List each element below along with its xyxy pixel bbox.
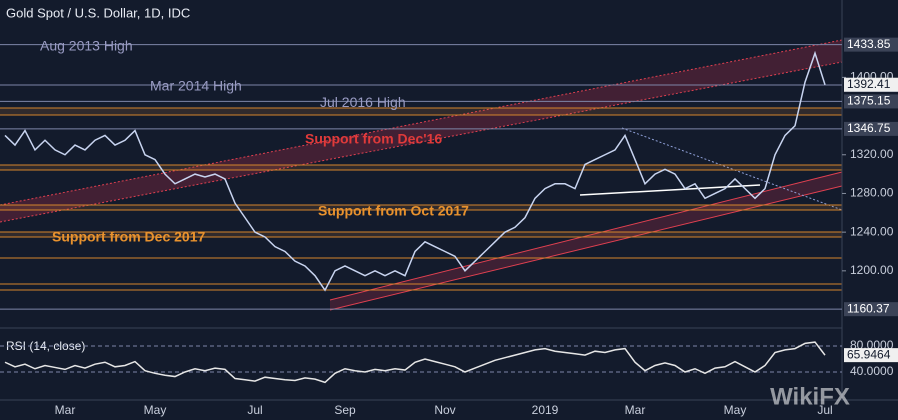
current-price: 1392.41 (847, 77, 891, 91)
channel-band (330, 172, 842, 310)
support-band (0, 165, 842, 170)
x-tick-label: Jul (817, 403, 832, 417)
x-tick-label: May (144, 403, 167, 417)
x-tick-label: Jul (247, 403, 262, 417)
annotation: Support from Dec'16 (305, 131, 442, 147)
y-tick-label: 1280.00 (850, 186, 894, 200)
level-label: Jul 2016 High (320, 94, 406, 110)
support-zones (0, 107, 842, 291)
support-band (0, 205, 842, 210)
x-tick-label: May (724, 403, 747, 417)
channel-edge (0, 39, 843, 206)
y-tick-label: 1200.00 (850, 263, 894, 277)
trend-line (579, 184, 761, 196)
price-line (4, 50, 826, 292)
support-band (0, 232, 842, 237)
chart-title: Gold Spot / U.S. Dollar, 1D, IDC (6, 5, 190, 20)
level-box (844, 121, 898, 136)
level-label: Mar 2014 High (150, 78, 242, 94)
level-box (844, 37, 898, 52)
level-box (844, 94, 898, 109)
level-box (844, 302, 898, 317)
current-rsi: 65.9464 (847, 347, 891, 361)
y-tick-label: 1240.00 (850, 224, 894, 238)
support-band (0, 108, 842, 115)
price-box (844, 77, 898, 92)
price-line (4, 341, 826, 384)
level-value: 1433.85 (847, 37, 891, 51)
level-value: 1346.75 (847, 121, 891, 135)
x-tick-label: Sep (334, 403, 356, 417)
level-value: 1160.37 (847, 301, 890, 315)
watermark: WikiFX (770, 383, 850, 410)
x-tick-label: Mar (625, 403, 646, 417)
level-value: 1375.15 (847, 94, 891, 108)
x-tick-label: Mar (55, 403, 76, 417)
x-tick-label: 2019 (532, 403, 559, 417)
annotation: Support from Oct 2017 (318, 203, 469, 219)
y-tick-label: 40.0000 (850, 364, 894, 378)
trend-line (329, 171, 843, 301)
x-tick-label: Nov (434, 403, 455, 417)
y-tick-label: 1320.00 (850, 147, 894, 161)
rsi-box (844, 348, 898, 363)
trend-line (329, 185, 843, 311)
annotation: Support from Dec 2017 (52, 229, 205, 245)
level-label: Aug 2013 High (40, 37, 133, 53)
trend-line (621, 127, 843, 211)
channel-edge (0, 61, 843, 223)
